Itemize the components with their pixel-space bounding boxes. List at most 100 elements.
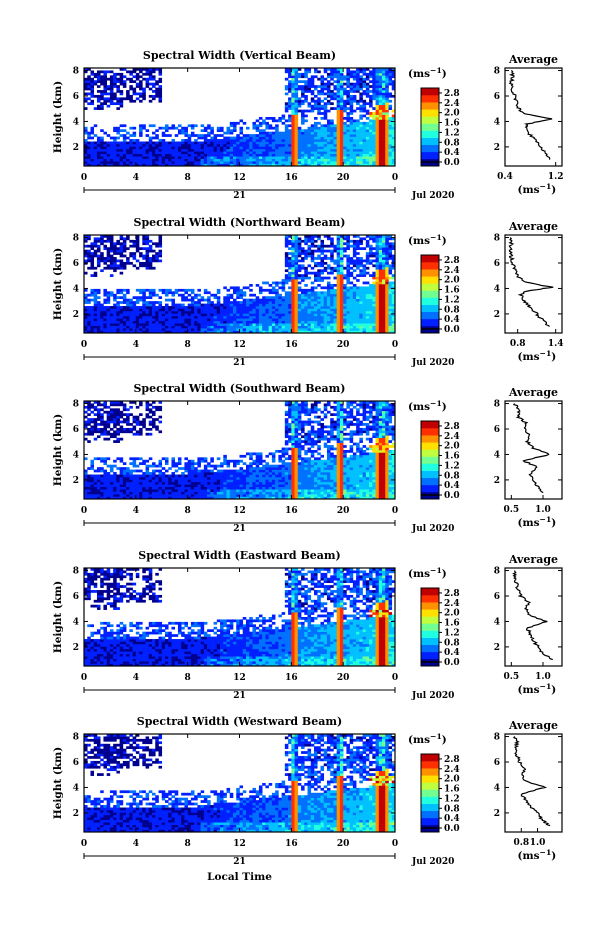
heatmap-cell [100,242,104,246]
heatmap-cell [187,310,192,314]
heatmap-cell [326,119,331,123]
heatmap-cell [359,114,363,118]
heatmap-cell [168,291,172,295]
heatmap-cell [375,72,380,76]
heatmap-cell [106,104,111,108]
heatmap-cell [339,288,344,292]
heatmap-cell [320,244,325,248]
heatmap-cell [378,126,383,130]
heatmap-cell [307,264,312,268]
heatmap-cell [307,235,312,238]
heatmap-cell [356,328,360,331]
heatmap-cell [314,102,318,106]
heatmap-cell [326,141,331,145]
heatmap-cell [288,90,292,93]
heatmap-cell [203,328,208,331]
heatmap-cell [223,296,227,299]
heatmap-cell [93,242,98,246]
heatmap-cell [388,330,393,334]
heatmap-cell [152,259,156,263]
heatmap-cell [223,313,227,317]
heatmap-cell [100,315,104,319]
heatmap-cell [258,318,263,322]
heatmap-cell [339,242,344,246]
heatmap-cell [323,266,328,270]
heatmap-cell [369,235,373,238]
heatmap-cell [142,153,146,157]
heatmap-cell [207,156,211,159]
heatmap-cell [288,328,292,331]
heatmap-cell [271,330,276,334]
heatmap-cell [200,298,205,302]
heatmap-cell [93,423,98,426]
heatmap-cell [362,323,367,326]
average-title: Average [508,220,558,233]
heatmap-cell [314,117,318,120]
heatmap-cell [391,82,396,86]
heatmap-cell [320,298,325,302]
heatmap-cell [103,82,107,86]
heatmap-cell [375,97,380,101]
heatmap-cell [320,264,325,268]
heatmap-cell [310,139,315,142]
heatmap-cell [349,288,354,292]
heatmap-cell [113,85,117,88]
heatmap-cell [359,239,363,243]
panel-title: Spectral Width (Southward Beam) [133,382,345,395]
heatmap-cell [119,288,124,292]
heatmap-cell [258,131,263,135]
heatmap-cell [310,136,315,140]
heatmap-cell [323,161,328,164]
heatmap-cell [291,252,295,255]
heatmap-cell [161,315,166,319]
heatmap-cell [304,85,308,88]
heatmap-cell [378,143,383,147]
heatmap-cell [382,318,386,322]
heatmap-cell [142,87,146,91]
heatmap-cell [84,131,88,135]
heatmap-cell [317,143,321,147]
heatmap-cell [93,405,98,409]
heatmap-cell [84,77,88,81]
heatmap-cell [314,330,318,334]
heatmap-cell [90,247,95,250]
heatmap-cell [93,163,98,167]
heatmap-cell [369,286,373,290]
heatmap-cell [177,148,182,152]
heatmap-cell [226,151,231,155]
heatmap-cell [359,271,363,275]
heatmap-cell [139,131,143,135]
heatmap-cell [129,244,133,248]
heatmap-cell [388,281,393,285]
heatmap-cell [388,320,393,324]
heatmap-cell [372,70,376,74]
heatmap-cell [87,85,91,88]
heatmap-cell [145,266,150,270]
heatmap-cell [207,148,211,152]
heatmap-cell [155,82,159,86]
heatmap-cell [320,276,325,280]
heatmap-cell [226,330,231,334]
heatmap-cell [385,325,389,329]
heatmap-cell [90,80,95,83]
heatmap-cell [320,112,325,115]
heatmap-cell [365,151,370,155]
heatmap-cell [113,328,117,331]
heatmap-cell [391,134,396,137]
heatmap-cell [168,325,172,329]
heatmap-cell [349,126,354,130]
heatmap-cell [375,153,380,157]
heatmap-cell [258,308,263,312]
heatmap-cell [291,141,295,145]
heatmap-cell [129,148,133,152]
heatmap-cell [116,247,120,250]
heatmap-cell [223,286,227,290]
heatmap-cell [291,310,295,314]
heatmap-cell [152,249,156,253]
heatmap-cell [164,158,169,162]
heatmap-cell [339,328,344,331]
heatmap-cell [346,92,350,96]
heatmap-cell [310,249,315,253]
heatmap-cell [362,288,367,292]
heatmap-cell [249,156,253,159]
